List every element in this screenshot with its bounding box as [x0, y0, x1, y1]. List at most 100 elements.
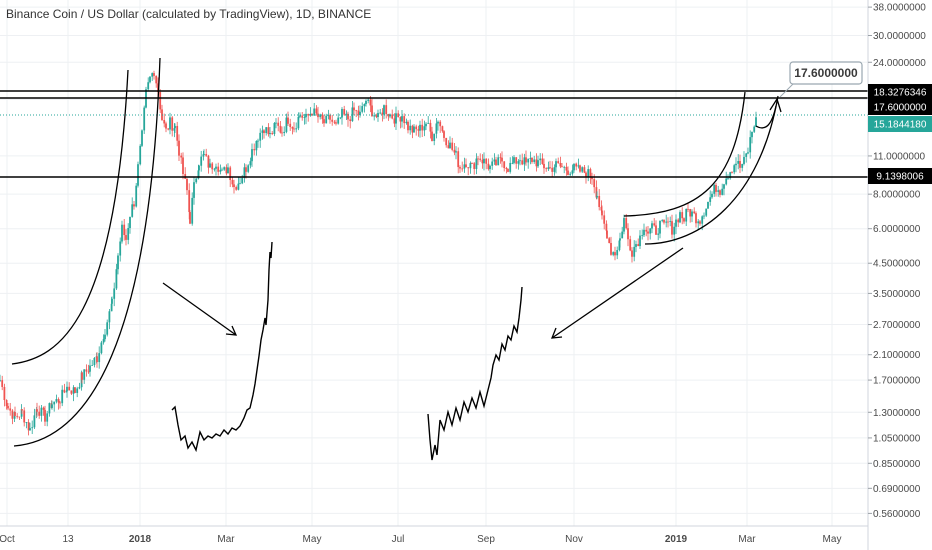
candle-body [78, 387, 81, 389]
y-tick-label: 1.0500000 [873, 433, 921, 444]
candle-body [543, 163, 545, 169]
candle-body [108, 311, 111, 323]
candle-body [110, 303, 113, 312]
callout-label: 17.6000000 [794, 66, 858, 80]
candle-body [295, 128, 298, 130]
candle-body [525, 157, 527, 163]
candlesticks [0, 70, 757, 436]
candle-body [127, 228, 130, 240]
candle-body [5, 400, 8, 407]
candle-body [85, 369, 88, 372]
candle-body [725, 178, 728, 185]
candle-body [547, 167, 550, 170]
candle-body [51, 404, 53, 408]
candle-body [123, 224, 126, 236]
candle-body [202, 154, 205, 157]
candle-body [479, 158, 482, 160]
candle-body [229, 167, 232, 181]
y-tick-label: 6.0000000 [873, 224, 921, 235]
candle-body [699, 221, 701, 224]
x-tick-label: Jul [392, 534, 405, 545]
candle-body [483, 158, 485, 164]
candle-body [487, 163, 490, 170]
candle-body [369, 99, 372, 106]
candle-body [407, 121, 409, 131]
x-tick-label: Nov [565, 534, 583, 545]
candle-body [463, 164, 466, 169]
candle-body [21, 409, 23, 411]
candle-body [42, 407, 45, 410]
candle-body [683, 218, 685, 222]
candle-body [425, 123, 427, 127]
candle-body [72, 387, 75, 394]
candle-body [499, 157, 502, 159]
candle-body [76, 388, 79, 393]
candle-body [339, 117, 342, 119]
candle-body [515, 157, 518, 164]
candle-body [481, 159, 484, 164]
candle-body [733, 165, 736, 173]
candle-body [125, 235, 127, 240]
candle-body [359, 111, 361, 116]
candle-body [549, 167, 551, 169]
candle-body [741, 163, 744, 168]
candle-body [341, 109, 343, 118]
candle-body [495, 159, 497, 166]
candle-body [233, 184, 235, 188]
candle-body [191, 197, 194, 224]
candle-body [457, 151, 460, 168]
candle-body [349, 119, 352, 122]
candle-body [381, 112, 384, 115]
price-axis[interactable]: 38.0000000 30.0000000 24.0000000 17.6000000… [867, 0, 926, 550]
candle-body [612, 252, 615, 255]
candle-body [131, 204, 134, 217]
candle-body [345, 113, 348, 115]
candle-body [115, 269, 118, 289]
candle-body [195, 178, 198, 183]
candle-body [331, 119, 334, 122]
candle-body [559, 162, 562, 167]
candle-body [245, 167, 247, 172]
candle-body [217, 166, 220, 172]
candle-body [697, 221, 700, 224]
candle-body [589, 169, 592, 177]
candle-body [585, 172, 587, 178]
candle-body [399, 117, 402, 122]
time-axis[interactable]: Oct 13 2018 Mar May Jul Sep Nov 2019 Mar May [0, 525, 868, 545]
candle-body [665, 221, 668, 223]
candle-body [211, 163, 214, 170]
candle-body [403, 116, 406, 124]
candle-body [571, 170, 574, 174]
candle-body [167, 128, 170, 130]
candle-body [307, 113, 310, 116]
candle-body [221, 169, 223, 171]
candle-body [178, 140, 180, 156]
candle-body [423, 126, 426, 131]
price-tags: 18.3276346 17.6000000 9.1398006 15.1844180 [868, 84, 932, 184]
price-callout[interactable]: 17.6000000 [779, 61, 863, 98]
candle-body [651, 223, 653, 229]
y-tick-label: 0.8500000 [873, 459, 921, 470]
candle-body [27, 422, 30, 431]
candle-body [281, 132, 283, 134]
x-tick-label: Mar [738, 534, 756, 545]
candle-body [608, 238, 611, 244]
candle-body [707, 201, 709, 209]
candle-body [303, 117, 306, 118]
candle-body [141, 130, 143, 146]
candle-body [749, 137, 752, 153]
candle-body [713, 184, 716, 194]
candle-body [205, 154, 208, 156]
candle-body [149, 76, 151, 83]
candle-body [537, 160, 539, 167]
candle-body [135, 185, 138, 207]
level-tag-label: 17.6000000 [874, 103, 927, 114]
candle-body [598, 195, 601, 207]
candle-body [629, 239, 632, 251]
arrow-head-1 [225, 325, 238, 336]
candle-body [197, 170, 200, 179]
candle-body [461, 168, 464, 170]
candle-body [641, 235, 644, 236]
candle-body [505, 168, 508, 170]
